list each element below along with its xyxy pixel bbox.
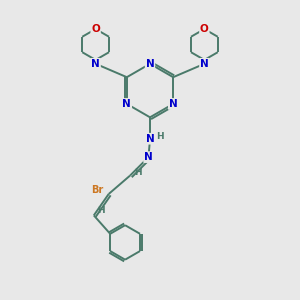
Text: H: H bbox=[135, 168, 142, 177]
Text: O: O bbox=[200, 24, 209, 34]
Text: N: N bbox=[146, 59, 154, 69]
Text: N: N bbox=[122, 99, 131, 109]
Text: N: N bbox=[144, 152, 153, 162]
Text: Br: Br bbox=[91, 185, 104, 195]
Text: N: N bbox=[200, 59, 209, 69]
Text: N: N bbox=[146, 134, 154, 144]
Text: O: O bbox=[91, 24, 100, 34]
Text: N: N bbox=[91, 59, 100, 69]
Text: H: H bbox=[156, 132, 163, 141]
Text: H: H bbox=[97, 206, 105, 215]
Text: N: N bbox=[169, 99, 178, 109]
